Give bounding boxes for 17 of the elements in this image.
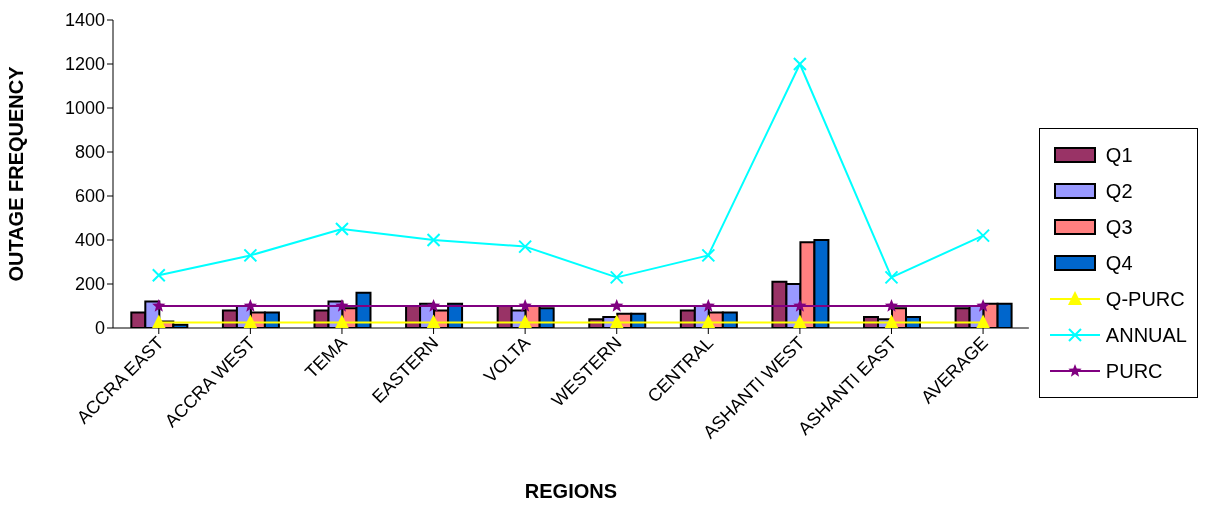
y-tick-label: 800 <box>74 142 105 163</box>
legend-label: Q4 <box>1105 251 1133 275</box>
legend-label: Q-PURC <box>1105 287 1185 311</box>
y-tick-label: 600 <box>74 186 105 207</box>
legend-label: PURC <box>1105 359 1163 383</box>
y-tick-label: 1000 <box>64 98 105 119</box>
y-tick-label: 0 <box>94 318 105 339</box>
y-tick-label: 400 <box>74 230 105 251</box>
legend-label: Q3 <box>1105 215 1133 239</box>
legend-label: Q2 <box>1105 179 1133 203</box>
legend-label: ANNUAL <box>1105 323 1187 347</box>
y-axis-title: OUTAGE FREQUENCY <box>5 65 28 282</box>
y-tick-label: 1400 <box>64 10 105 31</box>
x-axis-title: REGIONS <box>524 480 618 502</box>
y-tick-label: 200 <box>74 274 105 295</box>
y-tick-label: 1200 <box>64 54 105 75</box>
legend-label: Q1 <box>1105 143 1133 167</box>
